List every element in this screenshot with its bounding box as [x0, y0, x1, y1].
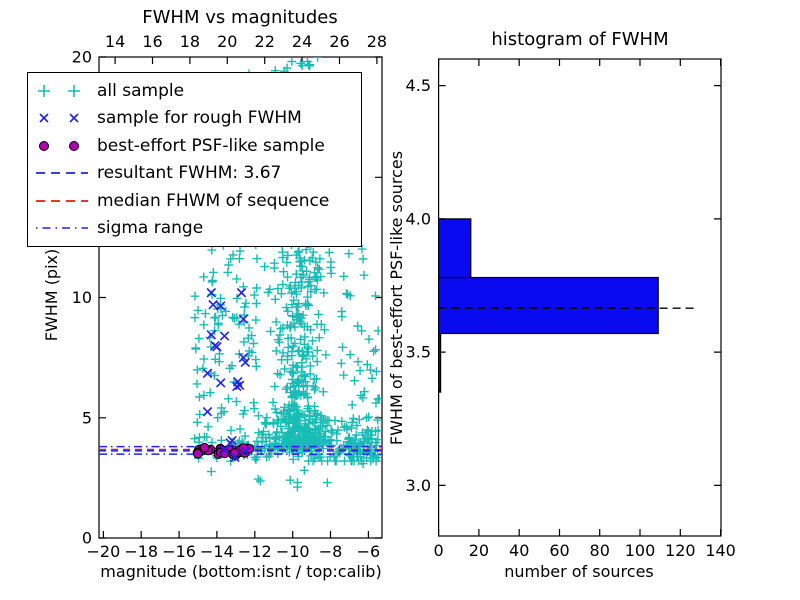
plus-marker-icon: [38, 84, 80, 97]
left-y-tick-label: 0: [82, 529, 92, 548]
left-plot-xlabel: magnitude (bottom:isnt / top:calib): [100, 562, 382, 581]
right-y-tick-label: 4.5: [406, 76, 431, 95]
legend-item-all-sample: all sample: [33, 77, 361, 105]
right-x-tick-label: 120: [665, 541, 696, 560]
blue-dashdot-line-icon: [36, 227, 88, 230]
hist-bars: [438, 218, 659, 393]
right-x-tick-label: 100: [625, 541, 656, 560]
right-x-tick-label: 60: [549, 541, 569, 560]
legend-item-label: best-effort PSF-like sample: [97, 135, 325, 156]
left-top-x-tick-label: 18: [180, 32, 200, 51]
rough-sample-points: [202, 287, 251, 463]
legend-item-label: median FHWM of sequence: [97, 190, 330, 211]
left-x-tick-label: −16: [162, 542, 196, 561]
right-plot-title: histogram of FWHM: [491, 29, 669, 50]
right-x-tick-label: 20: [469, 541, 489, 560]
left-y-tick-label: 20: [72, 48, 92, 67]
left-top-x-tick-label: 16: [142, 32, 162, 51]
hist-bar: [438, 332, 442, 393]
legend-item-rough-fwhm: sample for rough FWHM: [33, 105, 361, 133]
right-x-tick-label: 40: [509, 541, 529, 560]
blue-dashed-line-icon: [36, 172, 88, 175]
left-y-tick-label: 10: [72, 288, 92, 307]
right-y-tick-label: 4.0: [406, 209, 431, 228]
right-y-tick-label: 3.5: [406, 343, 431, 362]
right-x-tick-label: 140: [705, 541, 736, 560]
legend-item-label: sigma range: [97, 218, 204, 239]
left-x-tick-label: −20: [87, 542, 121, 561]
right-plot-ticks: [438, 59, 722, 536]
left-top-x-tick-label: 24: [292, 32, 312, 51]
left-x-tick-label: −8: [319, 542, 343, 561]
legend-item-label: all sample: [97, 80, 185, 101]
legend: all sample sample for rough FWHM best-ef…: [27, 72, 362, 247]
right-x-tick-label: 0: [434, 541, 444, 560]
right-plot-xlabel: number of sources: [504, 562, 654, 581]
hist-bar: [438, 218, 472, 279]
left-top-x-tick-label: 22: [255, 32, 275, 51]
left-x-tick-label: −10: [276, 542, 310, 561]
legend-item-resultant-fwhm: resultant FWHM: 3.67: [33, 160, 361, 188]
left-plot-ticks: [99, 56, 382, 539]
left-y-tick-label: 5: [82, 408, 92, 427]
legend-item-label: sample for rough FWHM: [97, 108, 302, 129]
left-plot-title: FWHM vs magnitudes: [142, 7, 338, 28]
right-plot-axes: 0 20 40 60 80 100 120 140 3.0 3.5 4.0 4.5: [406, 58, 736, 560]
left-plot-data: [99, 57, 382, 492]
left-x-tick-label: −6: [357, 542, 381, 561]
left-plot-axes: −20 −18 −16 −14 −12 −10 −8 −6 14 16 18 20 22 24 26 28 0 5…: [72, 32, 387, 561]
x-marker-icon: [39, 113, 79, 123]
legend-item-sigma-range: sigma range: [33, 215, 361, 243]
left-x-tick-label: −12: [238, 542, 272, 561]
legend-item-label: resultant FWHM: 3.67: [97, 163, 282, 184]
right-y-tick-label: 3.0: [406, 476, 431, 495]
left-top-x-tick-label: 14: [105, 32, 125, 51]
right-x-tick-label: 80: [590, 541, 610, 560]
left-top-x-tick-label: 28: [367, 32, 387, 51]
legend-item-median-fwhm: median FHWM of sequence: [33, 187, 361, 215]
circle-marker-icon: [39, 140, 79, 151]
red-dashed-line-icon: [36, 199, 88, 202]
hist-bar: [438, 276, 659, 335]
right-plot-data: [438, 218, 697, 393]
left-top-x-tick-label: 20: [217, 32, 237, 51]
left-x-tick-label: −18: [124, 542, 158, 561]
left-x-tick-label: −14: [200, 542, 234, 561]
left-top-x-tick-label: 26: [329, 32, 349, 51]
legend-item-psf-sample: best-effort PSF-like sample: [33, 132, 361, 160]
right-plot-ylabel: FWHM of best-effort PSF-like sources: [387, 150, 406, 446]
